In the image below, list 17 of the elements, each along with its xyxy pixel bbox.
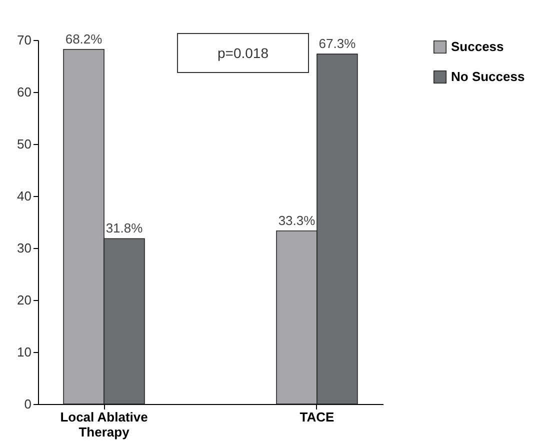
data-label: 31.8% — [106, 220, 144, 236]
legend-label: No Success — [451, 69, 525, 84]
y-tick-label: 30 — [17, 240, 32, 256]
y-tick-label: 20 — [17, 292, 32, 308]
legend-label: Success — [451, 39, 504, 54]
data-label: 67.3% — [318, 36, 356, 52]
data-label: 33.3% — [278, 212, 316, 228]
label-box: p=0.018 — [177, 33, 309, 73]
y-tick-label: 40 — [17, 188, 32, 204]
data-label: 68.2% — [65, 31, 103, 46]
y-tick-label: 50 — [17, 136, 32, 152]
y-tick-label: 70 — [17, 32, 32, 48]
x-tick-label: TACE — [300, 410, 335, 424]
y-tick-label: 0 — [24, 396, 32, 412]
y-tick-label: 60 — [17, 84, 32, 100]
y-tick-label: 10 — [17, 344, 32, 360]
x-tick-label: Local Ablative Therapy — [60, 410, 148, 440]
